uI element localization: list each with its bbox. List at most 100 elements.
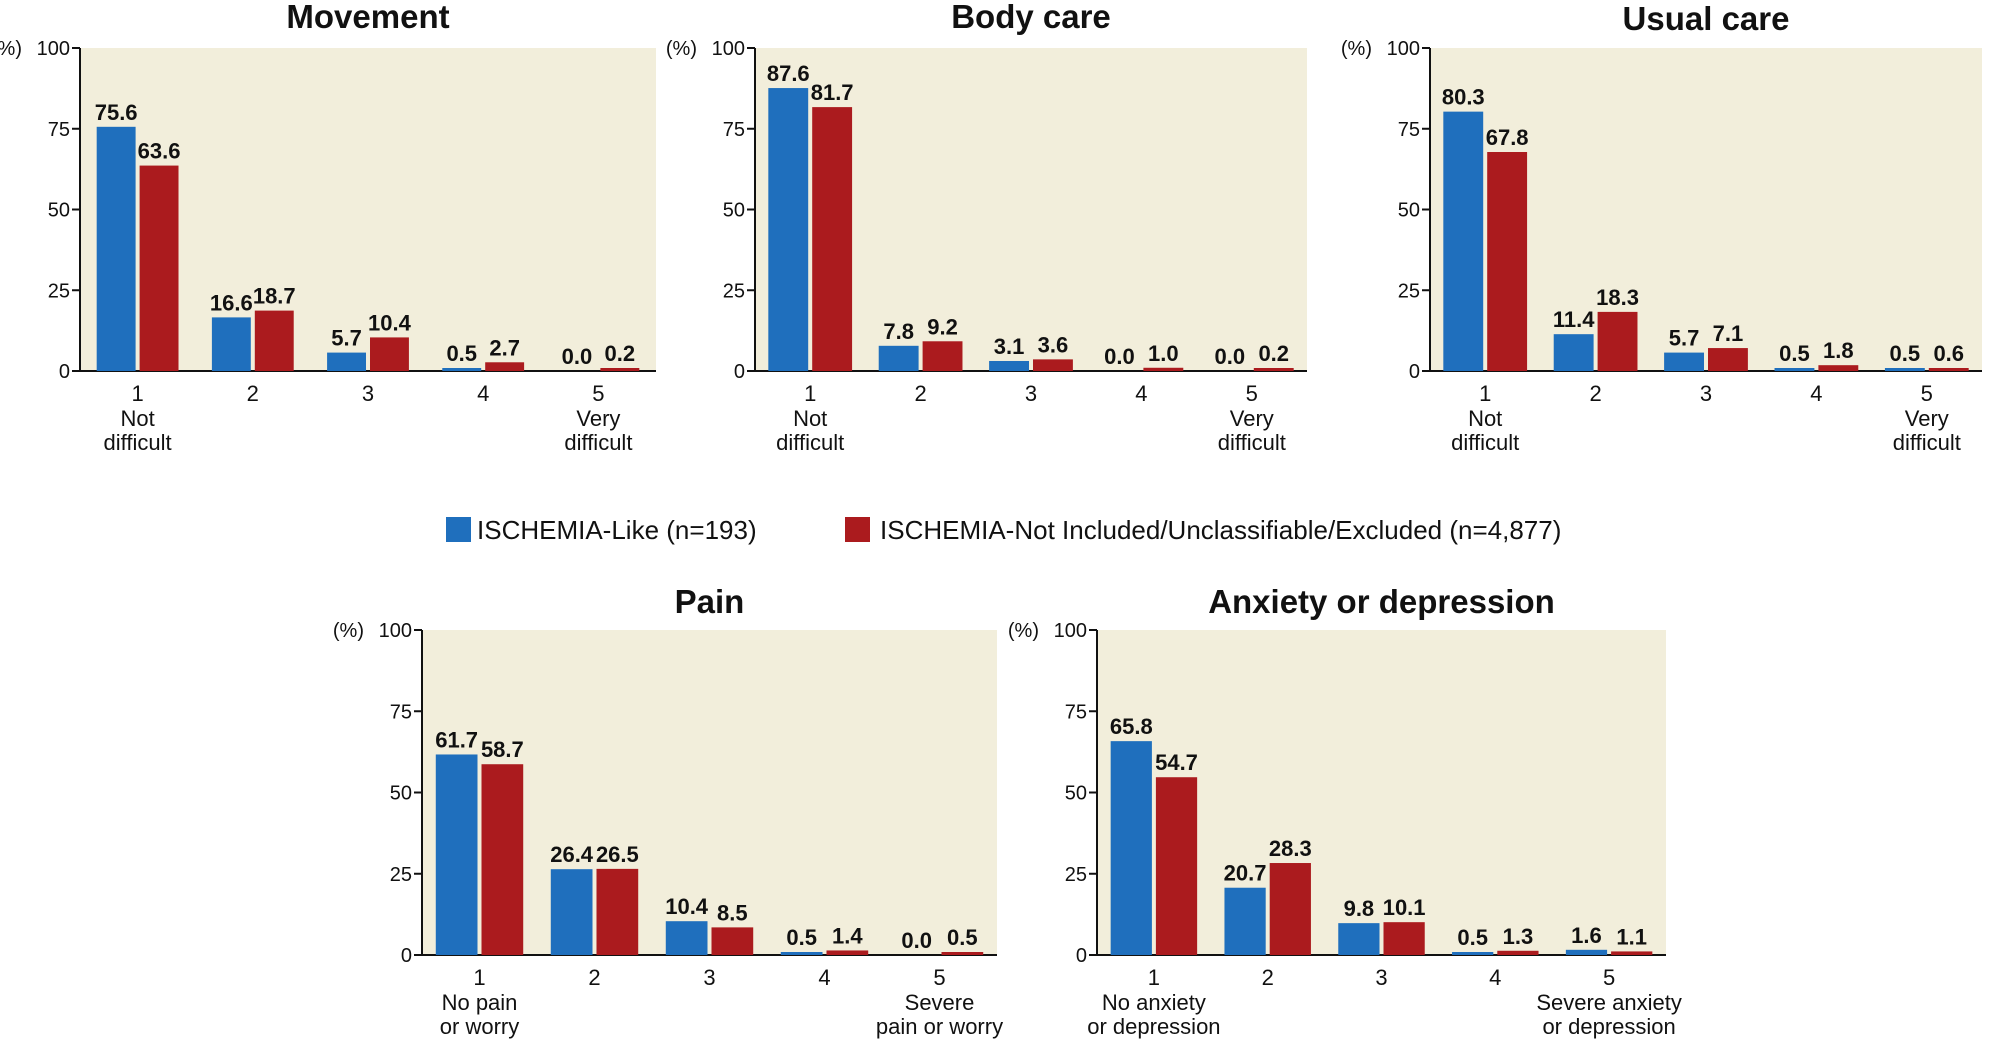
bar-usual-care-cat2-series2 bbox=[1597, 311, 1638, 371]
chart-movement: Movement0255075100(%)75.663.61Notdifficu… bbox=[0, 0, 656, 455]
data-label: 7.8 bbox=[883, 319, 914, 344]
y-tick-label: 25 bbox=[390, 864, 412, 886]
data-label: 0.5 bbox=[1890, 341, 1921, 366]
data-label: 87.6 bbox=[767, 61, 810, 86]
data-label: 1.6 bbox=[1571, 923, 1602, 948]
data-label: 0.5 bbox=[1779, 341, 1810, 366]
y-axis-label: (%) bbox=[1341, 38, 1372, 60]
bar-pain-cat5-series2 bbox=[941, 952, 984, 955]
data-label: 65.8 bbox=[1110, 714, 1153, 739]
category-sublabel: pain or worry bbox=[876, 1014, 1003, 1039]
data-label: 1.1 bbox=[1616, 924, 1647, 949]
bar-pain-cat1-series1 bbox=[435, 754, 478, 955]
bar-body-care-cat2-series1 bbox=[878, 345, 919, 371]
data-label: 75.6 bbox=[95, 100, 138, 125]
y-tick-label: 50 bbox=[1065, 783, 1087, 805]
category-label: 4 bbox=[1810, 381, 1822, 406]
bar-usual-care-cat4-series1 bbox=[1774, 368, 1815, 371]
bar-usual-care-cat5-series1 bbox=[1884, 368, 1925, 371]
bar-anxiety-or-depression-cat2-series2 bbox=[1269, 863, 1311, 955]
category-sublabel: Very bbox=[1905, 406, 1949, 431]
bar-usual-care-cat2-series1 bbox=[1553, 334, 1594, 371]
data-label: 20.7 bbox=[1224, 861, 1267, 886]
bar-usual-care-cat1-series1 bbox=[1443, 111, 1484, 372]
data-label: 67.8 bbox=[1486, 125, 1529, 150]
data-label: 54.7 bbox=[1155, 750, 1198, 775]
bar-movement-cat3-series1 bbox=[327, 352, 366, 371]
bar-body-care-cat5-series2 bbox=[1253, 368, 1294, 371]
y-tick-label: 50 bbox=[48, 200, 70, 222]
chart-body-care: Body care0255075100(%)87.681.71Notdiffic… bbox=[666, 0, 1307, 455]
category-label: 5 bbox=[592, 381, 604, 406]
y-tick-label: 100 bbox=[1387, 38, 1420, 60]
data-label: 3.1 bbox=[994, 334, 1025, 359]
y-tick-label: 75 bbox=[1065, 701, 1087, 723]
bar-movement-cat5-series2 bbox=[600, 368, 640, 371]
y-tick-label: 75 bbox=[390, 701, 412, 723]
category-sublabel: Not bbox=[793, 406, 827, 431]
bar-body-care-cat1-series1 bbox=[768, 88, 809, 371]
y-tick-label: 0 bbox=[59, 361, 70, 383]
data-label: 0.5 bbox=[1457, 925, 1488, 950]
y-tick-label: 0 bbox=[401, 945, 412, 967]
category-sublabel: Very bbox=[1230, 406, 1274, 431]
y-axis-label: (%) bbox=[0, 38, 22, 60]
legend-swatch-ischemia-not-included bbox=[845, 517, 870, 542]
bar-pain-cat4-series1 bbox=[780, 952, 823, 955]
bar-anxiety-or-depression-cat4-series1 bbox=[1452, 952, 1494, 955]
chart-anxiety-or-depression: Anxiety or depression0255075100(%)65.854… bbox=[1008, 583, 1682, 1039]
category-sublabel: difficult bbox=[564, 430, 632, 455]
y-tick-label: 100 bbox=[1054, 620, 1087, 642]
data-label: 2.7 bbox=[489, 335, 520, 360]
data-label: 0.0 bbox=[901, 928, 932, 953]
bar-body-care-cat3-series2 bbox=[1033, 359, 1073, 371]
y-axis-label: (%) bbox=[666, 38, 697, 60]
data-label: 1.8 bbox=[1823, 338, 1854, 363]
data-label: 10.4 bbox=[665, 894, 709, 919]
y-tick-label: 50 bbox=[723, 200, 745, 222]
bar-pain-cat2-series2 bbox=[596, 868, 639, 955]
category-label: 5 bbox=[933, 965, 945, 990]
y-axis-label: (%) bbox=[333, 620, 364, 642]
data-label: 0.0 bbox=[562, 344, 593, 369]
category-label: 2 bbox=[588, 965, 600, 990]
data-label: 0.6 bbox=[1933, 341, 1964, 366]
data-label: 18.3 bbox=[1596, 285, 1639, 310]
category-sublabel: Severe anxiety bbox=[1536, 990, 1682, 1015]
y-tick-label: 100 bbox=[37, 38, 70, 60]
data-label: 80.3 bbox=[1442, 85, 1485, 110]
category-sublabel: or depression bbox=[1542, 1014, 1675, 1039]
data-label: 5.7 bbox=[331, 326, 362, 351]
category-sublabel: difficult bbox=[104, 430, 172, 455]
bar-usual-care-cat4-series2 bbox=[1818, 365, 1859, 371]
bar-anxiety-or-depression-cat4-series2 bbox=[1497, 950, 1539, 955]
legend: ISCHEMIA-Like (n=193) ISCHEMIA-Not Inclu… bbox=[446, 515, 1561, 545]
category-sublabel: difficult bbox=[1218, 430, 1286, 455]
category-label: 4 bbox=[818, 965, 830, 990]
bar-body-care-cat2-series2 bbox=[922, 341, 963, 371]
y-tick-label: 100 bbox=[379, 620, 412, 642]
bar-movement-cat4-series2 bbox=[485, 362, 525, 371]
bar-usual-care-cat3-series2 bbox=[1708, 348, 1748, 371]
bar-movement-cat1-series2 bbox=[139, 165, 179, 371]
data-label: 8.5 bbox=[717, 900, 748, 925]
bar-pain-cat3-series2 bbox=[711, 927, 754, 955]
category-label: 2 bbox=[914, 381, 926, 406]
y-tick-label: 25 bbox=[1065, 864, 1087, 886]
data-label: 11.4 bbox=[1553, 307, 1595, 332]
data-label: 0.5 bbox=[446, 341, 477, 366]
category-sublabel: difficult bbox=[1451, 430, 1519, 455]
y-tick-label: 0 bbox=[1409, 361, 1420, 383]
chart-title: Movement bbox=[286, 0, 449, 35]
y-axis-label: (%) bbox=[1008, 620, 1039, 642]
data-label: 7.1 bbox=[1713, 321, 1744, 346]
category-sublabel: difficult bbox=[776, 430, 844, 455]
y-tick-label: 100 bbox=[712, 38, 745, 60]
category-label: 5 bbox=[1603, 965, 1615, 990]
bar-pain-cat3-series1 bbox=[665, 921, 708, 955]
category-label: 2 bbox=[1262, 965, 1274, 990]
y-tick-label: 50 bbox=[390, 783, 412, 805]
data-label: 0.5 bbox=[786, 925, 817, 950]
y-tick-label: 75 bbox=[723, 119, 745, 141]
